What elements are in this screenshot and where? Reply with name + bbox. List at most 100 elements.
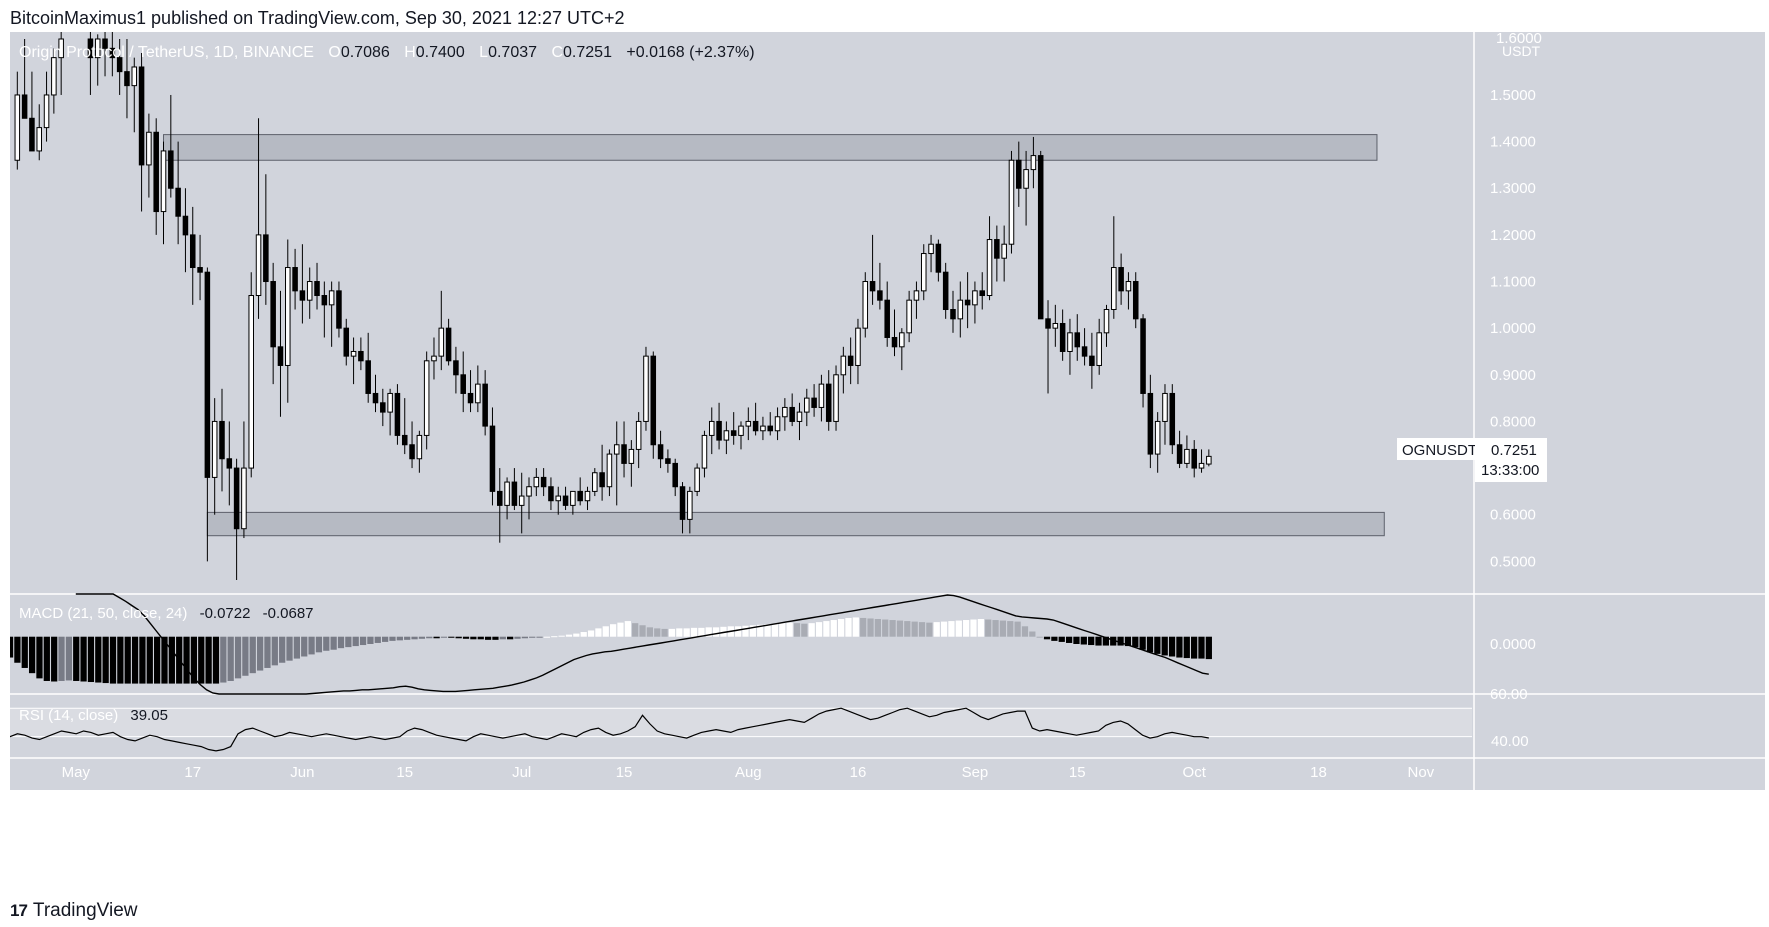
trading-chart[interactable]: 1.5000 1.4000 1.3000 1.2000 1.1000 1.0000 0.90… [0,20,1765,790]
candle-body [438,327,445,357]
candle-body [29,117,35,152]
candle-body [913,290,920,301]
price-label-value: 0.7251 [1491,442,1537,459]
time-axis-tick: Aug [735,764,762,781]
macd-histogram-bar [639,625,646,637]
candle-body [504,481,510,506]
candle-body [343,327,350,357]
price-layer [14,20,1385,581]
macd-histogram-bar [264,636,271,668]
candle-body [1030,155,1037,171]
macd-histogram-bar [440,636,448,638]
candle-body [1059,322,1066,352]
chart-container[interactable]: 1.5000 1.4000 1.3000 1.2000 1.1000 1.0000 0.90… [0,20,1765,795]
candle-body [263,234,269,283]
candle-body [409,444,415,460]
rsi-layer [2,707,1472,752]
price-axis-bg[interactable] [1474,32,1765,758]
candle-body [548,486,554,502]
candle-body [767,425,774,432]
macd-histogram-bar [301,636,308,657]
candle-body [131,66,138,87]
candle-body [1052,322,1059,329]
price-axis-top-partial: 1.6000 [1496,32,1542,47]
macd-histogram-bar [565,634,573,637]
candle-body [1001,243,1007,259]
price-pane-bg[interactable] [10,32,1474,594]
rsi-title[interactable]: RSI (14, close) [19,707,118,724]
published-header: BitcoinMaximus1 published on TradingView… [10,8,625,28]
macd-legend[interactable]: MACD (21, 50, close, 24) -0.0722 -0.0687 [19,605,314,622]
candle-body [804,397,810,413]
price-axis-tick: 1.4000 [1490,134,1536,151]
candle-body [672,462,678,488]
candle-body [460,374,466,394]
macd-histogram-bar [1176,636,1183,658]
symbol-description[interactable]: Origin Protocol / TetherUS, 1D, BINANCE [19,44,314,61]
candle-body [606,453,613,488]
symbol-legend[interactable]: Origin Protocol / TetherUS, 1D, BINANCE … [19,44,755,61]
macd-histogram-bar [823,621,830,637]
candle-body [1081,346,1088,357]
candle-body [979,290,985,297]
time-axis-tick: 15 [616,764,633,781]
rsi-legend[interactable]: RSI (14, close) 39.05 [19,707,168,724]
macd-title[interactable]: MACD (21, 50, close, 24) [19,605,187,622]
macd-histogram-bar [948,621,955,637]
candle-body [745,420,752,427]
time-axis-bg[interactable] [10,758,1765,790]
time-axis-tick: 15 [396,764,413,781]
macd-histogram-bar [382,636,389,642]
candle-body [475,383,481,404]
candle-body [899,332,905,348]
candle-body [401,434,408,446]
candle-body [950,309,956,320]
candle-body [891,336,898,348]
macd-histogram-bar [1205,636,1212,660]
rsi-line [2,707,1209,752]
candle-body [394,392,401,436]
current-price-label[interactable]: OGNUSDT 0.7251 13:33:00 [1397,438,1547,482]
price-label-symbol: OGNUSDT [1402,442,1477,459]
candle-body [1140,318,1146,394]
candle-body [1037,155,1044,320]
candle-body [204,271,211,478]
candle-body [285,267,291,366]
candle-body [1125,281,1132,292]
macd-histogram-bar [323,636,330,651]
macd-histogram-bar [1154,636,1161,654]
macd-histogram-bar [117,636,124,684]
macd-histogram-bar [587,630,595,637]
macd-histogram-bar [1029,631,1036,637]
macd-histogram-bar [1102,636,1110,646]
candle-body [782,406,788,418]
macd-histogram-bar [6,636,14,658]
macd-histogram-bar [779,623,786,637]
candle-body [153,131,159,213]
tradingview-logo-icon[interactable]: 17 [10,901,28,920]
macd-histogram-bar [484,636,492,640]
footer-brand[interactable]: TradingView [32,900,138,921]
candle-body [964,299,971,306]
macd-histogram-bar [911,621,918,637]
macd-histogram-bar [462,636,470,639]
candle-body [482,383,488,427]
macd-histogram-bar [249,636,256,674]
candle-body [299,290,306,301]
candle-body [657,444,664,460]
macd-histogram-bar [95,636,102,683]
price-label-value-box [1475,438,1547,482]
price-label-symbol-box [1397,438,1479,460]
time-axis-tick: Nov [1407,764,1434,781]
candle-body [935,243,942,273]
macd-histogram-bar [1117,636,1124,646]
candle-body [796,411,803,422]
macd-histogram-bar [411,636,418,640]
candle-body [109,47,116,59]
macd-histogram-bar [1007,621,1014,637]
candle-body [124,71,130,87]
candle-body [336,290,342,329]
macd-histogram-bar [139,636,146,684]
open-label: O [328,44,340,61]
macd-histogram-bar [426,636,433,639]
